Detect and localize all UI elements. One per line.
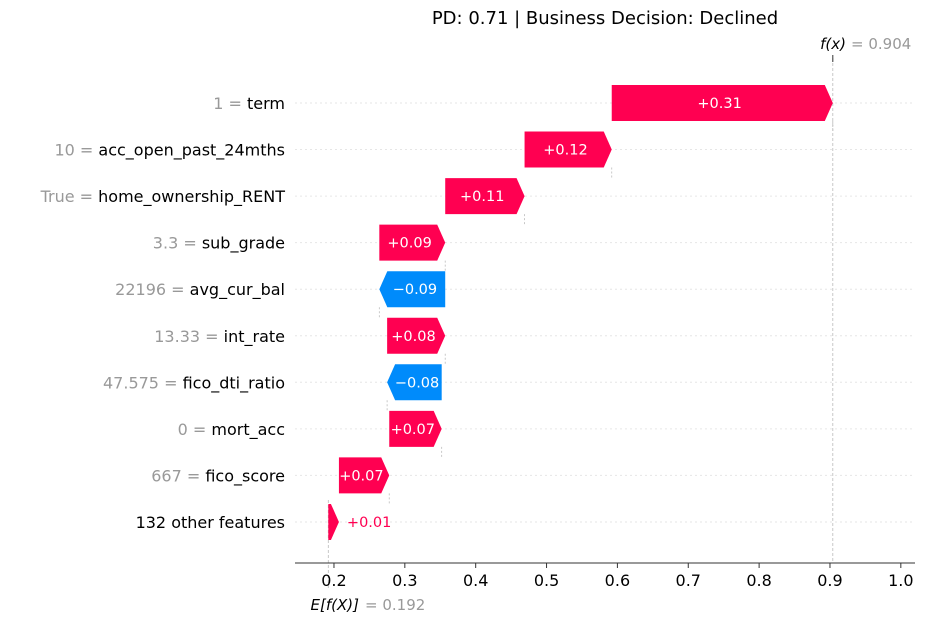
feature-name: int_rate	[224, 327, 285, 347]
bar-value-label: +0.08	[391, 329, 435, 345]
feature-label: 22196 = avg_cur_bal	[115, 280, 285, 300]
waterfall-bar	[389, 410, 442, 447]
bar-value-label: +0.11	[460, 189, 504, 205]
feature-label: True = home_ownership_RENT	[40, 187, 286, 207]
x-tick-label: 0.8	[746, 571, 771, 590]
feature-value: 667 =	[151, 466, 205, 485]
bar-value-label: +0.31	[697, 96, 741, 112]
waterfall-bar	[387, 317, 446, 354]
feature-value: 0 =	[178, 420, 212, 439]
waterfall-bar	[524, 131, 612, 168]
feature-value: 1 =	[213, 94, 247, 113]
output-value-label: f(x) = 0.904	[820, 35, 911, 53]
output-label: f(x)	[820, 35, 846, 53]
feature-name: mort_acc	[211, 420, 285, 440]
feature-value: 22196 =	[115, 280, 189, 299]
feature-value: 13.33 =	[154, 327, 223, 346]
x-tick-label: 0.5	[534, 571, 559, 590]
x-tick-label: 0.4	[463, 571, 488, 590]
feature-label: 0 = mort_acc	[178, 420, 285, 440]
x-tick-label: 0.6	[605, 571, 630, 590]
feature-value: True =	[40, 187, 99, 206]
feature-name: fico_dti_ratio	[183, 373, 285, 393]
waterfall-bar	[338, 457, 390, 494]
x-tick-label: 0.9	[817, 571, 842, 590]
feature-label: 1 = term	[213, 94, 285, 113]
waterfall-bar	[328, 503, 339, 540]
y-axis-labels: 1 = term 10 = acc_open_past_24mths True = …	[40, 94, 286, 532]
feature-name: acc_open_past_24mths	[98, 141, 285, 161]
base-value: = 0.192	[365, 596, 425, 614]
bars: +0.31 +0.12 +0.11 +0.09 −0.09 +0.08 −0.08 +0.07…	[328, 85, 834, 540]
bar-value-label: +0.09	[387, 236, 431, 252]
feature-label: 10 = acc_open_past_24mths	[54, 141, 285, 161]
waterfall-bar	[387, 364, 442, 401]
x-axis-ticks: 0.2 0.3 0.4 0.5 0.6 0.7 0.8 0.9 1.0	[321, 563, 914, 590]
feature-value: 10 =	[54, 141, 98, 160]
bar-value-label: +0.01	[347, 515, 391, 531]
base-value-label: E[f(X)] = 0.192	[311, 596, 426, 614]
feature-value: 3.3 =	[153, 234, 202, 253]
feature-value: 47.575 =	[103, 373, 183, 392]
bar-value-label: +0.12	[543, 143, 587, 159]
feature-label: 47.575 = fico_dti_ratio	[103, 373, 285, 393]
x-tick-label: 0.3	[392, 571, 417, 590]
feature-name: fico_score	[205, 466, 285, 486]
feature-name: home_ownership_RENT	[98, 187, 285, 207]
row-gridlines	[295, 102, 915, 523]
bar-value-label: −0.08	[395, 375, 439, 391]
feature-name: 132 other features	[136, 513, 285, 532]
waterfall-bar	[379, 224, 446, 261]
waterfall-bar	[379, 271, 446, 308]
x-tick-label: 0.7	[676, 571, 701, 590]
waterfall-bar	[445, 178, 525, 215]
feature-name: sub_grade	[202, 234, 285, 254]
output-value: = 0.904	[851, 35, 911, 53]
base-label: E[f(X)]	[311, 596, 360, 614]
bar-value-label: +0.07	[391, 422, 435, 438]
feature-label: 13.33 = int_rate	[154, 327, 285, 347]
bar-value-label: −0.09	[393, 282, 437, 298]
chart-title: PD: 0.71 | Business Decision: Declined	[432, 8, 778, 29]
feature-label: 132 other features	[136, 513, 285, 532]
feature-name: term	[247, 94, 285, 113]
x-tick-label: 1.0	[888, 571, 913, 590]
x-tick-label: 0.2	[321, 571, 346, 590]
feature-label: 667 = fico_score	[151, 466, 285, 486]
feature-name: avg_cur_bal	[190, 280, 285, 300]
bar-value-label: +0.07	[339, 468, 383, 484]
waterfall-bar	[611, 85, 833, 121]
feature-label: 3.3 = sub_grade	[153, 234, 285, 254]
